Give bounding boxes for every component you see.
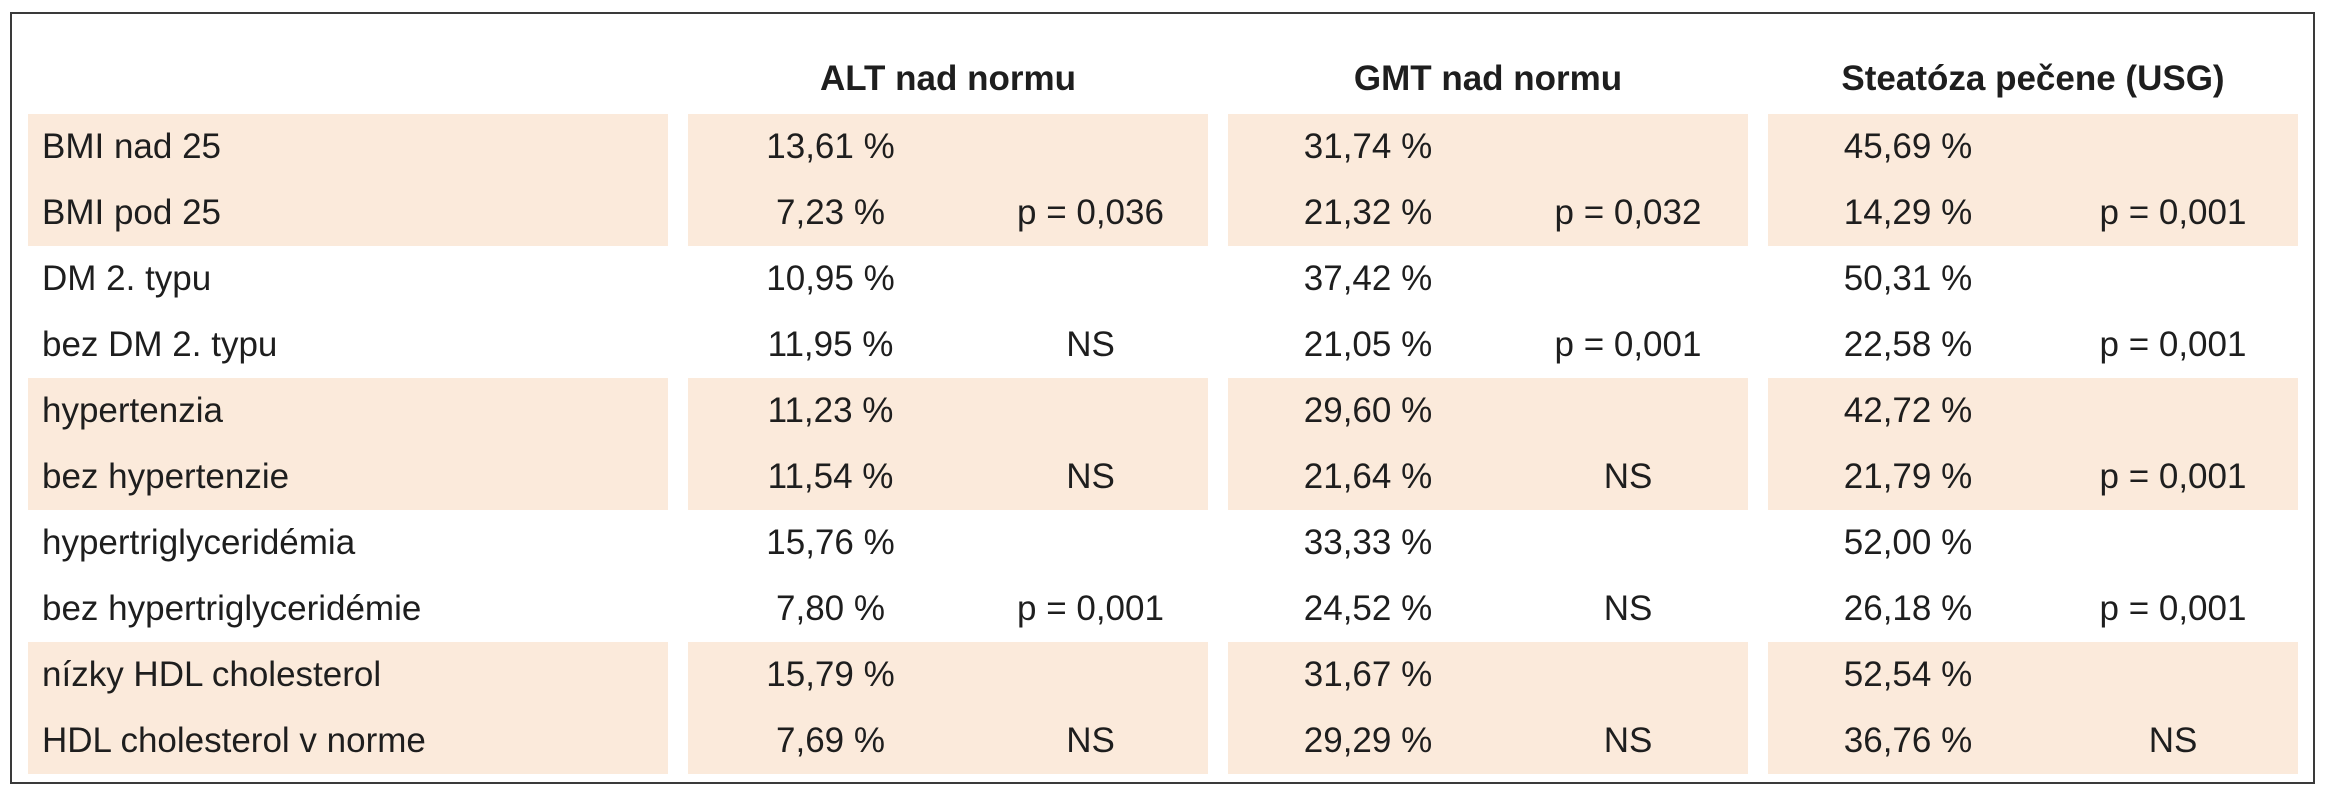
- value-cell: 7,80 %: [776, 589, 885, 628]
- value-cell: 7,69 %: [688, 708, 973, 774]
- p-value-cell: [1508, 114, 1748, 180]
- value-cell: 11,54 %: [688, 444, 973, 510]
- value-cell: 15,76 %: [766, 523, 895, 562]
- table-row: bez hypertriglyceridémie 7,80 % p = 0,001 2…: [28, 576, 2298, 642]
- p-value-cell: [973, 246, 1208, 312]
- p-value-cell: NS: [1508, 708, 1748, 774]
- p-value-cell: NS: [2048, 708, 2298, 774]
- row-label: bez DM 2. typu: [42, 325, 278, 364]
- p-value-cell: p = 0,032: [1508, 180, 1748, 246]
- value-cell: 29,60 %: [1228, 378, 1508, 444]
- p-value-cell: NS: [973, 708, 1208, 774]
- table-row: hypertenzia 11,23 % 29,60 % 42,72 %: [28, 378, 2298, 444]
- row-label: BMI pod 25: [28, 180, 668, 246]
- value-cell: 15,79 %: [688, 642, 973, 708]
- table-row: nízky HDL cholesterol 15,79 % 31,67 % 52,54…: [28, 642, 2298, 708]
- table-body: BMI nad 25 13,61 % 31,74 % 45,69 % BMI pod 2…: [28, 114, 2298, 774]
- p-value-cell: [1508, 642, 1748, 708]
- p-value-cell: [973, 114, 1208, 180]
- value-cell: 24,52 %: [1303, 589, 1433, 628]
- value-cell: 21,05 %: [1303, 325, 1433, 364]
- value-cell: 21,79 %: [1768, 444, 2048, 510]
- value-cell: 31,67 %: [1228, 642, 1508, 708]
- table-row: HDL cholesterol v norme 7,69 % NS 29,29 % NS…: [28, 708, 2298, 774]
- value-cell: 10,95 %: [766, 259, 895, 298]
- value-cell: 37,42 %: [1303, 259, 1433, 298]
- table-row: DM 2. typu 10,95 % 37,42 % 50,31 %: [28, 246, 2298, 312]
- header-label-blank: [28, 44, 668, 114]
- p-value-cell: p = 0,001: [2048, 180, 2298, 246]
- p-value-cell: [2048, 246, 2298, 312]
- row-label: DM 2. typu: [42, 259, 212, 298]
- row-label: hypertenzia: [28, 378, 668, 444]
- header-gmt: GMT nad normu: [1353, 59, 1623, 98]
- value-cell: 33,33 %: [1303, 523, 1433, 562]
- p-value-cell: p = 0,001: [2048, 444, 2298, 510]
- table-row: bez DM 2. typu 11,95 % NS 21,05 % p = 0,001 2…: [28, 312, 2298, 378]
- row-label: BMI nad 25: [28, 114, 668, 180]
- value-cell: 52,00 %: [1843, 523, 1973, 562]
- value-cell: 50,31 %: [1843, 259, 1973, 298]
- p-value-cell: [2048, 114, 2298, 180]
- value-cell: 31,74 %: [1228, 114, 1508, 180]
- value-cell: 11,23 %: [688, 378, 973, 444]
- table-row: BMI nad 25 13,61 % 31,74 % 45,69 %: [28, 114, 2298, 180]
- p-value-cell: [2048, 510, 2298, 576]
- row-label: bez hypertenzie: [28, 444, 668, 510]
- value-cell: 26,18 %: [1843, 589, 1973, 628]
- p-value-cell: p = 0,001: [1017, 589, 1164, 628]
- p-value-cell: NS: [1508, 444, 1748, 510]
- p-value-cell: NS: [1603, 589, 1653, 628]
- value-cell: 29,29 %: [1228, 708, 1508, 774]
- p-value-cell: [1508, 510, 1748, 576]
- p-value-cell: p = 0,001: [2099, 589, 2247, 628]
- row-label: HDL cholesterol v norme: [28, 708, 668, 774]
- table-row: BMI pod 25 7,23 % p = 0,036 21,32 % p = 0,03…: [28, 180, 2298, 246]
- p-value-cell: [1508, 246, 1748, 312]
- table-row: bez hypertenzie 11,54 % NS 21,64 % NS 21,79 %…: [28, 444, 2298, 510]
- p-value-cell: [2048, 642, 2298, 708]
- p-value-cell: p = 0,001: [1554, 325, 1702, 364]
- p-value-cell: p = 0,001: [2099, 325, 2247, 364]
- value-cell: 42,72 %: [1768, 378, 2048, 444]
- p-value-cell: [973, 642, 1208, 708]
- value-cell: 21,64 %: [1228, 444, 1508, 510]
- value-cell: 13,61 %: [688, 114, 973, 180]
- header-steatosis: Steatóza pečene (USG): [1841, 59, 2225, 98]
- p-value-cell: [2048, 378, 2298, 444]
- p-value-cell: NS: [1066, 325, 1115, 364]
- p-value-cell: [973, 510, 1208, 576]
- header-alt: ALT nad normu: [820, 59, 1076, 98]
- results-table: ALT nad normu GMT nad normu Steatóza peč…: [28, 44, 2298, 774]
- value-cell: 36,76 %: [1768, 708, 2048, 774]
- p-value-cell: p = 0,036: [973, 180, 1208, 246]
- value-cell: 45,69 %: [1768, 114, 2048, 180]
- value-cell: 14,29 %: [1768, 180, 2048, 246]
- row-label: hypertriglyceridémia: [42, 523, 356, 562]
- table-row: hypertriglyceridémia 15,76 % 33,33 % 52,00 …: [28, 510, 2298, 576]
- p-value-cell: [1508, 378, 1748, 444]
- value-cell: 11,95 %: [767, 325, 894, 364]
- row-label: nízky HDL cholesterol: [28, 642, 668, 708]
- table-frame: ALT nad normu GMT nad normu Steatóza peč…: [10, 12, 2315, 784]
- value-cell: 22,58 %: [1843, 325, 1973, 364]
- p-value-cell: NS: [973, 444, 1208, 510]
- row-label: bez hypertriglyceridémie: [42, 589, 422, 628]
- header-row: ALT nad normu GMT nad normu Steatóza peč…: [28, 44, 2298, 114]
- p-value-cell: [973, 378, 1208, 444]
- value-cell: 52,54 %: [1768, 642, 2048, 708]
- value-cell: 7,23 %: [688, 180, 973, 246]
- value-cell: 21,32 %: [1228, 180, 1508, 246]
